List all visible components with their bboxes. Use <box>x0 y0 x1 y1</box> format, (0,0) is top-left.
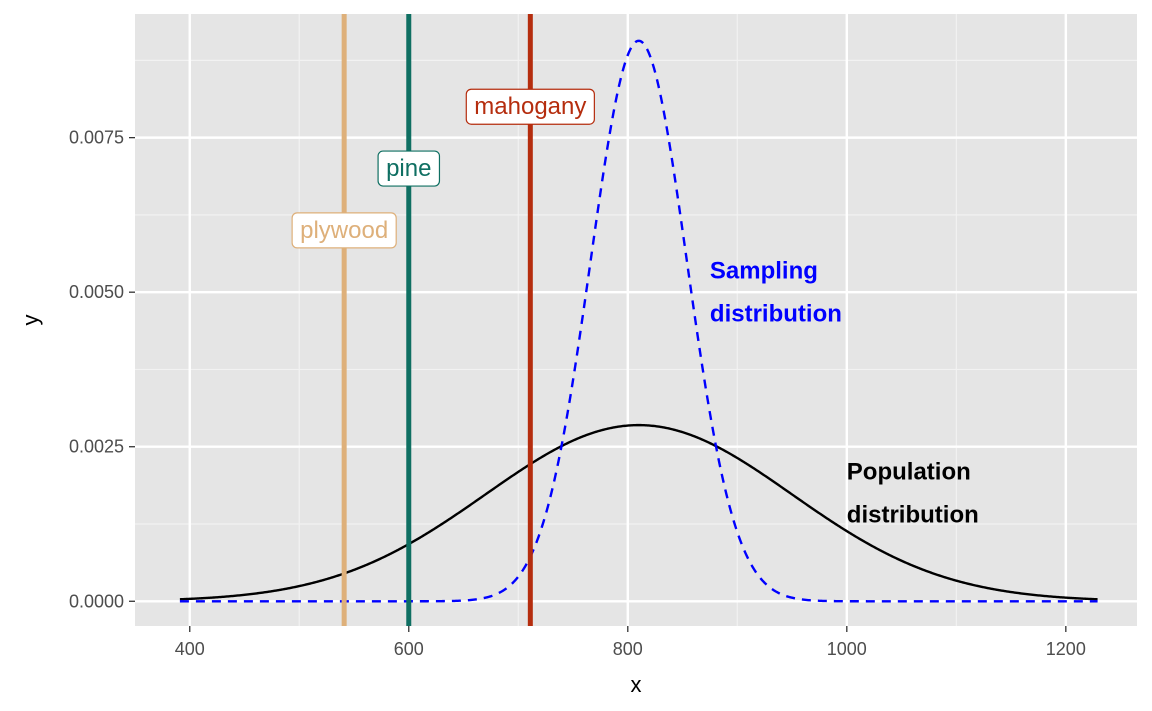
vertical-line-labels: plywood pine mahogany <box>291 88 595 249</box>
annotation-line: Population <box>847 459 971 486</box>
plot-panel <box>135 14 1137 626</box>
y-tick-label: 0.0075 <box>69 128 124 148</box>
y-tick-label: 0.0025 <box>69 437 124 457</box>
annotation-line: Sampling <box>710 258 818 285</box>
curves <box>179 39 1098 603</box>
x-tick-label: 800 <box>613 639 643 659</box>
vline-label-text: mahogany <box>474 93 586 120</box>
x-tick-label: 600 <box>394 639 424 659</box>
vline-label-box <box>291 212 397 249</box>
y-axis-title: y <box>18 315 43 326</box>
vline-label-pine: pine <box>377 150 441 187</box>
x-tick-label: 1000 <box>827 639 867 659</box>
x-tick-label: 1200 <box>1046 639 1086 659</box>
y-tick-label: 0.0000 <box>69 591 124 611</box>
annotation-line: distribution <box>847 502 979 529</box>
vline-label-mahogany: mahogany <box>465 88 595 125</box>
vline-label-plywood: plywood <box>291 212 397 249</box>
vline-label-text: pine <box>386 155 431 182</box>
vline-label-text: plywood <box>300 217 388 244</box>
vline-label-box <box>465 88 595 125</box>
axes: 400 600 800 1000 1200 0.0000 0.0025 0.0050 0.007… <box>69 128 1086 659</box>
series-line-population <box>179 423 1098 601</box>
annotation-line: distribution <box>710 301 842 328</box>
x-axis-title: x <box>631 672 642 697</box>
x-tick-label: 400 <box>175 639 205 659</box>
vline-label-box <box>377 150 441 187</box>
population-distribution-annotation: Population distribution <box>847 459 979 529</box>
series-line-sampling <box>179 39 1098 603</box>
y-tick-label: 0.0050 <box>69 282 124 302</box>
sampling-distribution-annotation: Sampling distribution <box>710 258 842 328</box>
annotations: Sampling distribution Population distributi… <box>710 258 979 529</box>
